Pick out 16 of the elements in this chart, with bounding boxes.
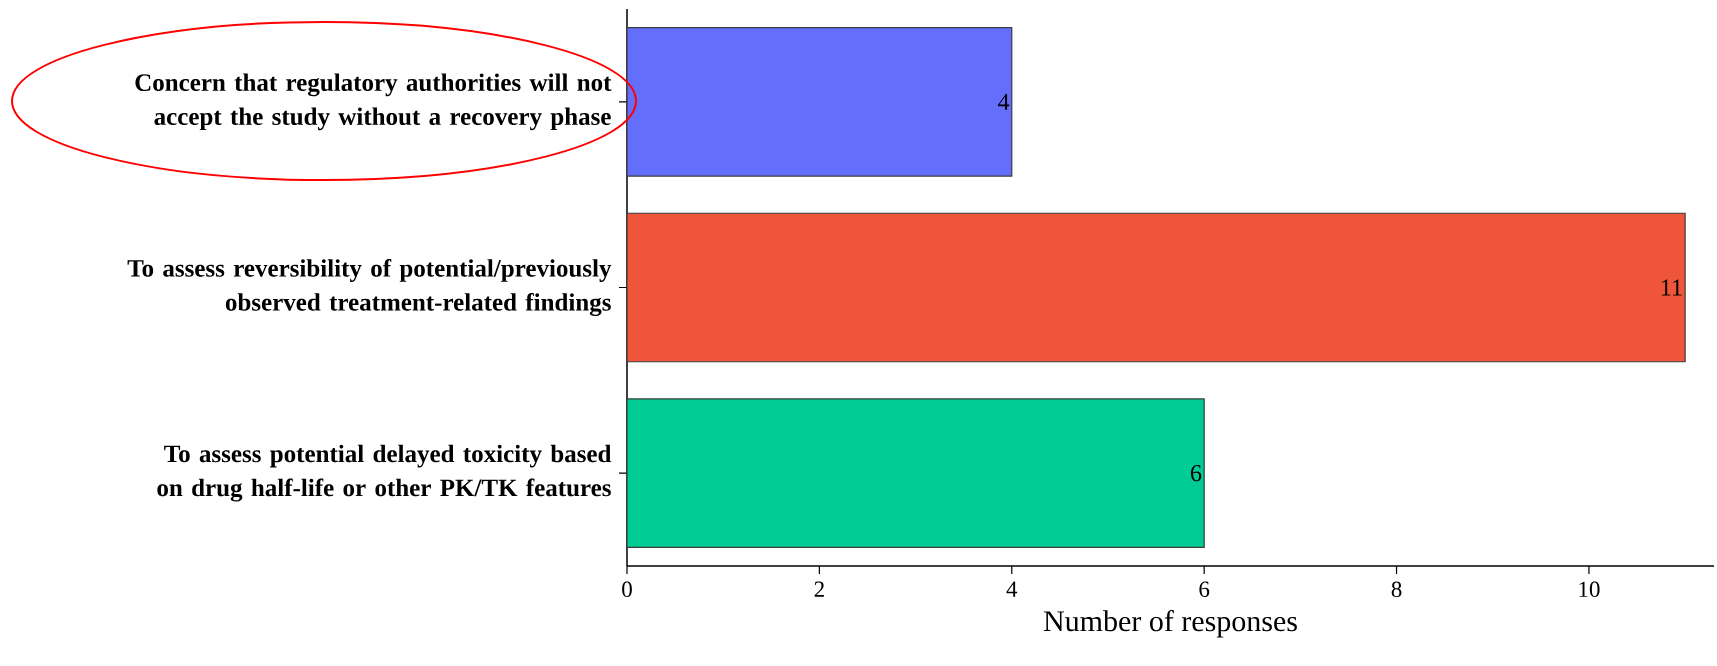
data-label: 6 xyxy=(1191,465,1202,482)
x-tick-label: 4 xyxy=(1006,581,1018,597)
x-tick-label: 10 xyxy=(1579,581,1600,598)
y-tick-label: Concern that regulatory authorities will not accept the study without a recovery phase xyxy=(135,73,612,131)
y-tick-label: To assess potential delayed toxicity based on drug half-life or other PK/TK features xyxy=(157,444,612,502)
bar xyxy=(626,26,1013,177)
x-tick-label: 2 xyxy=(814,581,824,597)
bar xyxy=(626,398,1205,549)
x-tick-label: 6 xyxy=(1199,581,1210,597)
y-tick-label: To assess reversibility of potential/previously observed treatment-related findings xyxy=(127,258,612,317)
x-axis-title: Number of responses xyxy=(1043,609,1297,638)
data-label: 4 xyxy=(998,93,1010,110)
x-tick-label: 0 xyxy=(622,581,632,598)
data-label: 11 xyxy=(1661,279,1682,296)
x-tick-label: 8 xyxy=(1391,581,1402,598)
bar xyxy=(626,212,1686,363)
